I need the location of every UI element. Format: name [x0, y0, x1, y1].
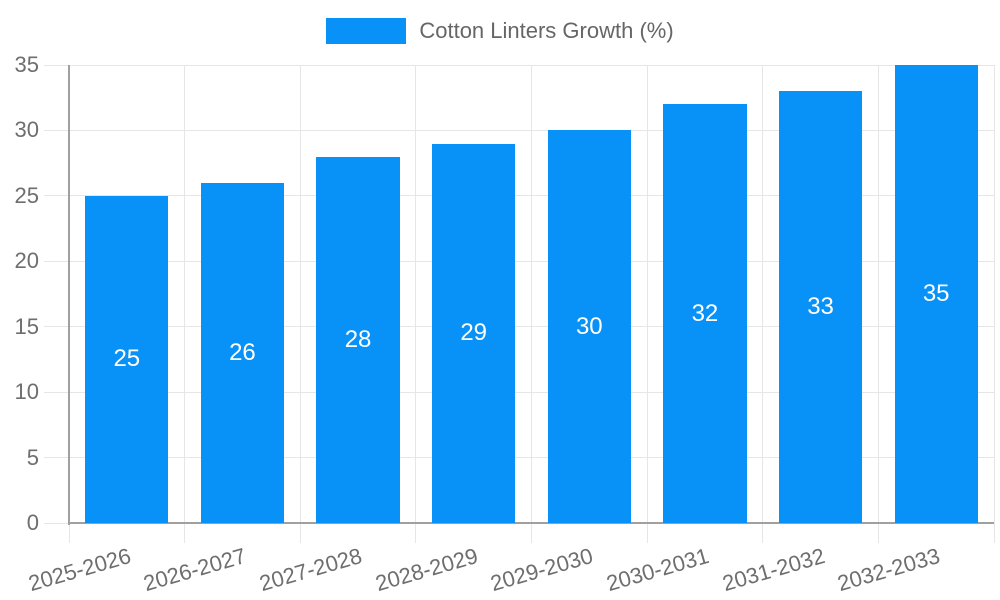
- x-axis-tick: [299, 523, 301, 543]
- gridline-vertical: [299, 65, 301, 523]
- y-axis-tick-label: 20: [14, 248, 39, 274]
- y-axis-tick: [44, 64, 69, 66]
- y-axis-tick: [44, 522, 69, 524]
- y-axis-tick-label: 15: [14, 313, 39, 339]
- bar-value-label: 35: [922, 280, 950, 307]
- y-axis-line: [68, 65, 70, 525]
- bar: 28: [316, 156, 400, 523]
- bar-value-label: 26: [229, 338, 256, 366]
- gridline-vertical: [415, 65, 417, 523]
- bar-value-label: 28: [344, 325, 372, 353]
- y-axis-tick-label: 10: [14, 379, 39, 405]
- bar-value-label: 29: [460, 319, 488, 347]
- x-axis-tick: [68, 523, 70, 543]
- bar: 26: [200, 182, 285, 523]
- x-axis-tick: [531, 523, 532, 543]
- gridline-vertical: [762, 65, 764, 523]
- bar-value-label: 30: [575, 312, 603, 340]
- y-axis-tick-label: 30: [14, 117, 39, 143]
- x-axis-tick: [646, 523, 648, 543]
- gridline-vertical: [531, 65, 532, 523]
- gridline-vertical: [993, 65, 995, 523]
- gridline-vertical: [646, 65, 648, 523]
- gridline-vertical: [184, 65, 186, 523]
- bar: 33: [778, 91, 863, 523]
- bar-value-label: 32: [691, 299, 719, 327]
- legend-label: Cotton Linters Growth (%): [419, 18, 674, 43]
- y-axis-tick: [44, 391, 69, 393]
- bar: 25: [85, 195, 169, 523]
- y-axis-tick: [44, 129, 69, 131]
- bar-value-label: 25: [113, 345, 141, 373]
- bar: 35: [894, 65, 978, 523]
- x-axis-tick: [877, 523, 879, 543]
- y-axis-tick: [44, 260, 69, 262]
- x-axis-line: [69, 522, 994, 524]
- x-axis-tick: [184, 523, 186, 543]
- legend-swatch: [326, 18, 407, 44]
- legend: Cotton Linters Growth (%): [0, 18, 1000, 44]
- x-axis-tick: [993, 523, 995, 543]
- bar: 29: [432, 143, 516, 523]
- y-axis-tick: [44, 457, 69, 459]
- y-axis-tick-label: 0: [26, 510, 39, 535]
- y-axis-tick-label: 5: [26, 444, 39, 470]
- bar-value-label: 33: [807, 293, 834, 321]
- y-axis-tick: [44, 195, 69, 197]
- x-axis-tick: [762, 523, 764, 543]
- x-axis-tick: [415, 523, 417, 543]
- bar: 32: [663, 104, 747, 523]
- y-axis-tick-label: 25: [14, 182, 39, 208]
- gridline-vertical: [877, 65, 879, 523]
- bar: 30: [547, 130, 631, 523]
- y-axis-tick: [44, 326, 69, 328]
- y-axis-tick-label: 35: [14, 52, 39, 77]
